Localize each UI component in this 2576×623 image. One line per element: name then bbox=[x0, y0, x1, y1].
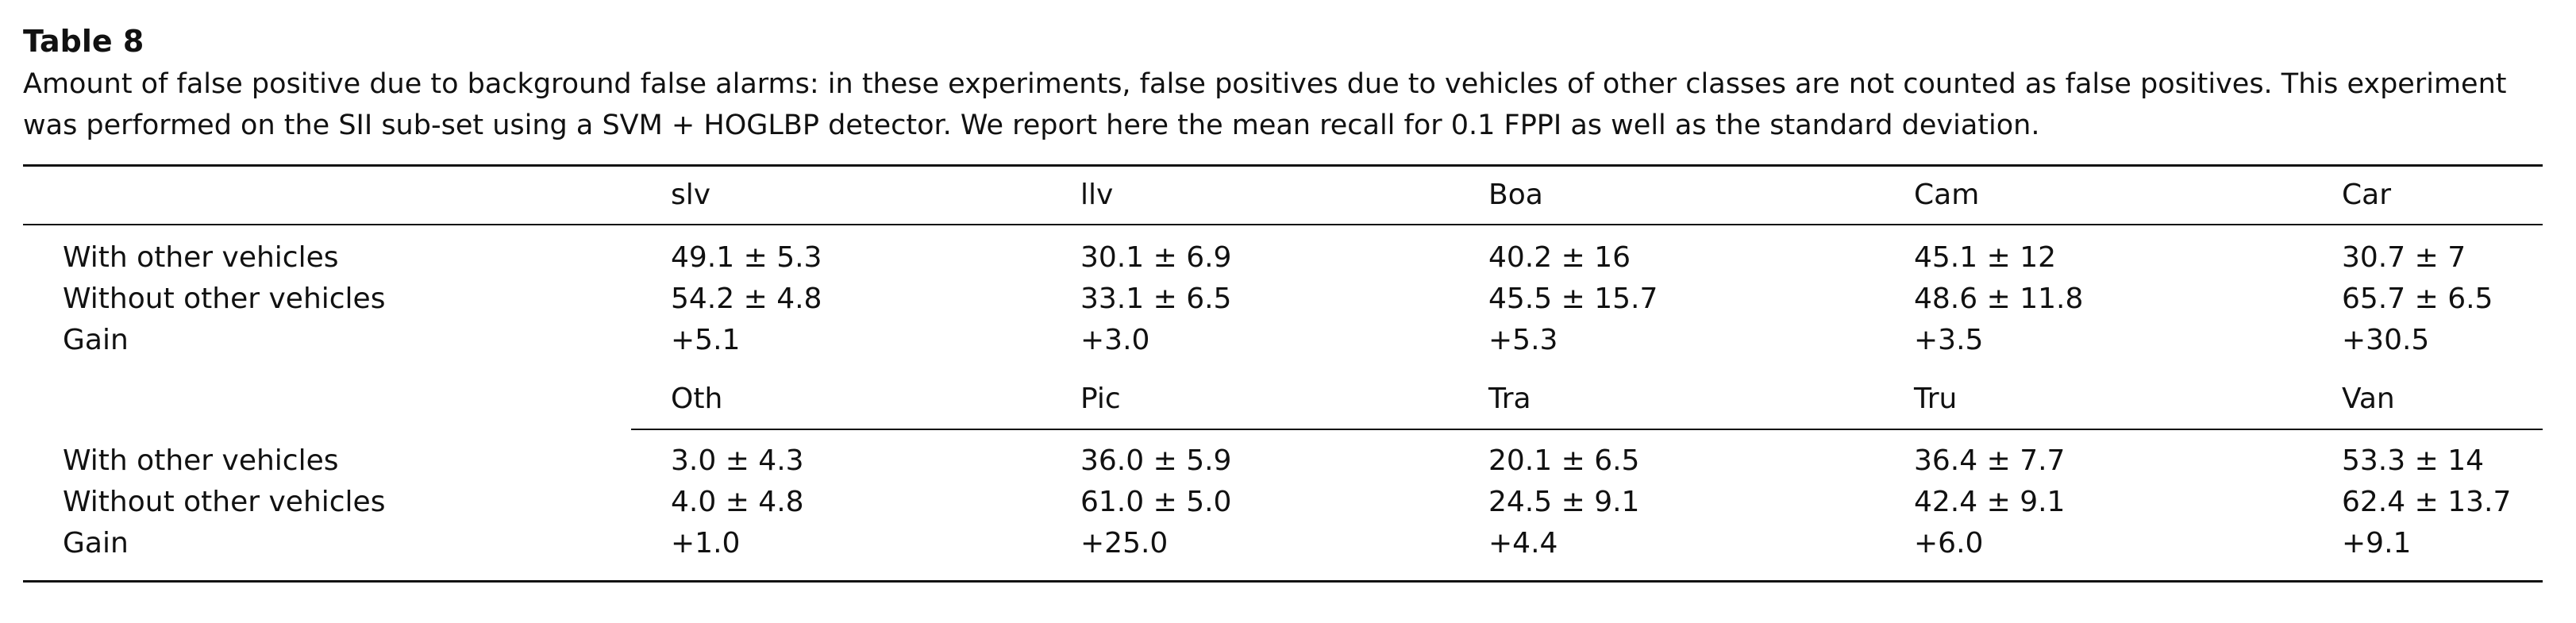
cell: +5.1 bbox=[671, 324, 741, 356]
rule bbox=[23, 224, 2543, 225]
cell: 49.1 ± 5.3 bbox=[671, 241, 822, 274]
rule bbox=[23, 580, 2543, 583]
cell: +3.0 bbox=[1080, 324, 1150, 356]
cell: 20.1 ± 6.5 bbox=[1488, 444, 1640, 477]
cell: 4.0 ± 4.8 bbox=[671, 486, 804, 518]
cell: 45.5 ± 15.7 bbox=[1488, 283, 1658, 315]
column-header: Boa bbox=[1488, 179, 1543, 211]
row-label: With other vehicles bbox=[63, 241, 339, 274]
row-label: With other vehicles bbox=[63, 444, 339, 477]
cell: 65.7 ± 6.5 bbox=[2342, 283, 2493, 315]
table-title: Table 8 bbox=[23, 24, 144, 59]
column-header: Tra bbox=[1488, 383, 1531, 415]
table-caption: Amount of false positive due to backgrou… bbox=[23, 68, 2507, 141]
cell: 36.4 ± 7.7 bbox=[1914, 444, 2066, 477]
cell: 53.3 ± 14 bbox=[2342, 444, 2485, 477]
cell: 24.5 ± 9.1 bbox=[1488, 486, 1640, 518]
cell: +30.5 bbox=[2342, 324, 2430, 356]
cell: 36.0 ± 5.9 bbox=[1080, 444, 1232, 477]
column-header: slv bbox=[671, 179, 711, 211]
row-label: Without other vehicles bbox=[63, 283, 386, 315]
cell: 42.4 ± 9.1 bbox=[1914, 486, 2066, 518]
column-header: llv bbox=[1080, 179, 1114, 211]
rule bbox=[23, 164, 2543, 167]
cell: 30.1 ± 6.9 bbox=[1080, 241, 1232, 274]
row-label: Gain bbox=[63, 527, 129, 560]
column-header: Oth bbox=[671, 383, 723, 415]
cell: 48.6 ± 11.8 bbox=[1914, 283, 2084, 315]
cell: 33.1 ± 6.5 bbox=[1080, 283, 1232, 315]
row-label: Without other vehicles bbox=[63, 486, 386, 518]
cell: 45.1 ± 12 bbox=[1914, 241, 2057, 274]
cell: +4.4 bbox=[1488, 527, 1558, 560]
column-header: Van bbox=[2342, 383, 2395, 415]
cell: +5.3 bbox=[1488, 324, 1558, 356]
cell: 54.2 ± 4.8 bbox=[671, 283, 822, 315]
row-label: Gain bbox=[63, 324, 129, 356]
cell: +1.0 bbox=[671, 527, 741, 560]
column-header: Cam bbox=[1914, 179, 1980, 211]
cell: 61.0 ± 5.0 bbox=[1080, 486, 1232, 518]
column-header: Pic bbox=[1080, 383, 1121, 415]
cell: 30.7 ± 7 bbox=[2342, 241, 2466, 274]
column-header: Tru bbox=[1914, 383, 1958, 415]
cell: 3.0 ± 4.3 bbox=[671, 444, 804, 477]
cell: +25.0 bbox=[1080, 527, 1169, 560]
cell: +3.5 bbox=[1914, 324, 1984, 356]
cell: +9.1 bbox=[2342, 527, 2412, 560]
cell: +6.0 bbox=[1914, 527, 1984, 560]
column-header: Car bbox=[2342, 179, 2391, 211]
cell: 62.4 ± 13.7 bbox=[2342, 486, 2512, 518]
rule bbox=[631, 429, 2543, 430]
cell: 40.2 ± 16 bbox=[1488, 241, 1631, 274]
